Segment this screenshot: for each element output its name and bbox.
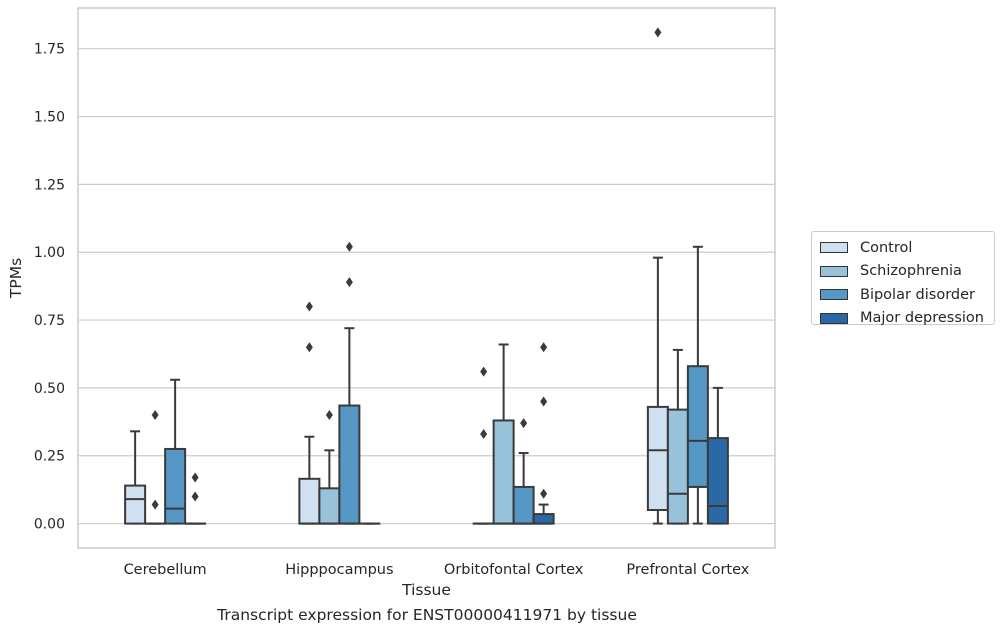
box <box>706 437 729 525</box>
legend-label-bipolar: Bipolar disorder <box>860 286 975 303</box>
box <box>338 404 361 525</box>
outlier-point <box>191 491 199 502</box>
box <box>666 408 689 525</box>
legend-label-major-depression: Major depression <box>860 310 984 327</box>
box <box>492 419 515 525</box>
legend-label-control: Control <box>860 239 913 256</box>
y-tick-label: 0.50 <box>34 381 65 397</box>
x-tick-label: Prefrontal Cortex <box>626 562 749 578</box>
legend-swatch-major-depression <box>820 312 848 324</box>
y-tick-label: 1.00 <box>34 245 65 261</box>
box <box>164 447 187 525</box>
legend-swatch-control <box>820 242 848 254</box>
legend-label-schizophrenia: Schizophrenia <box>860 263 962 280</box>
x-tick-label: Cerebellum <box>124 562 207 578</box>
outlier-point <box>151 499 159 510</box>
outlier-point <box>151 410 159 421</box>
outlier-point <box>191 472 199 483</box>
outlier-point <box>540 342 548 353</box>
y-tick-label: 0.25 <box>34 449 65 465</box>
outlier-point <box>480 366 488 377</box>
box <box>646 405 669 512</box>
outlier-point <box>480 429 488 440</box>
x-tick-label: Orbitofontal Cortex <box>444 562 584 578</box>
legend-swatch-schizophrenia <box>820 265 848 277</box>
legend-item-bipolar: Bipolar disorder <box>820 283 986 307</box>
y-tick-label: 1.50 <box>34 110 65 126</box>
outlier-point <box>520 418 528 429</box>
outlier-point <box>325 410 333 421</box>
y-tick-label: 0.75 <box>34 313 65 329</box>
box <box>532 513 555 525</box>
y-tick-label: 1.75 <box>34 42 65 58</box>
outlier-point <box>345 277 353 288</box>
outlier-point <box>345 241 353 252</box>
y-tick-label: 0.00 <box>34 517 65 533</box>
box <box>124 484 147 525</box>
box <box>318 487 341 525</box>
figure-caption: Transcript expression for ENST0000041197… <box>217 606 637 624</box>
legend-swatch-bipolar <box>820 289 848 301</box>
y-tick-label: 1.25 <box>34 177 65 193</box>
legend-item-schizophrenia: Schizophrenia <box>820 260 986 284</box>
outlier-point <box>305 301 313 312</box>
plot-frame <box>77 7 776 549</box>
x-axis-label: Tissue <box>401 581 451 599</box>
legend-item-control: Control <box>820 236 986 260</box>
x-tick-label: Hipppocampus <box>285 562 393 578</box>
legend-item-major-depression: Major depression <box>820 307 986 331</box>
box <box>512 485 535 525</box>
y-axis-label: TPMs <box>7 258 25 299</box>
box <box>298 477 321 525</box>
box <box>686 365 709 488</box>
outlier-point <box>654 27 662 38</box>
outlier-point <box>305 342 313 353</box>
outlier-point <box>540 488 548 499</box>
legend: Control Schizophrenia Bipolar disorder M… <box>811 231 995 326</box>
outlier-point <box>540 396 548 407</box>
